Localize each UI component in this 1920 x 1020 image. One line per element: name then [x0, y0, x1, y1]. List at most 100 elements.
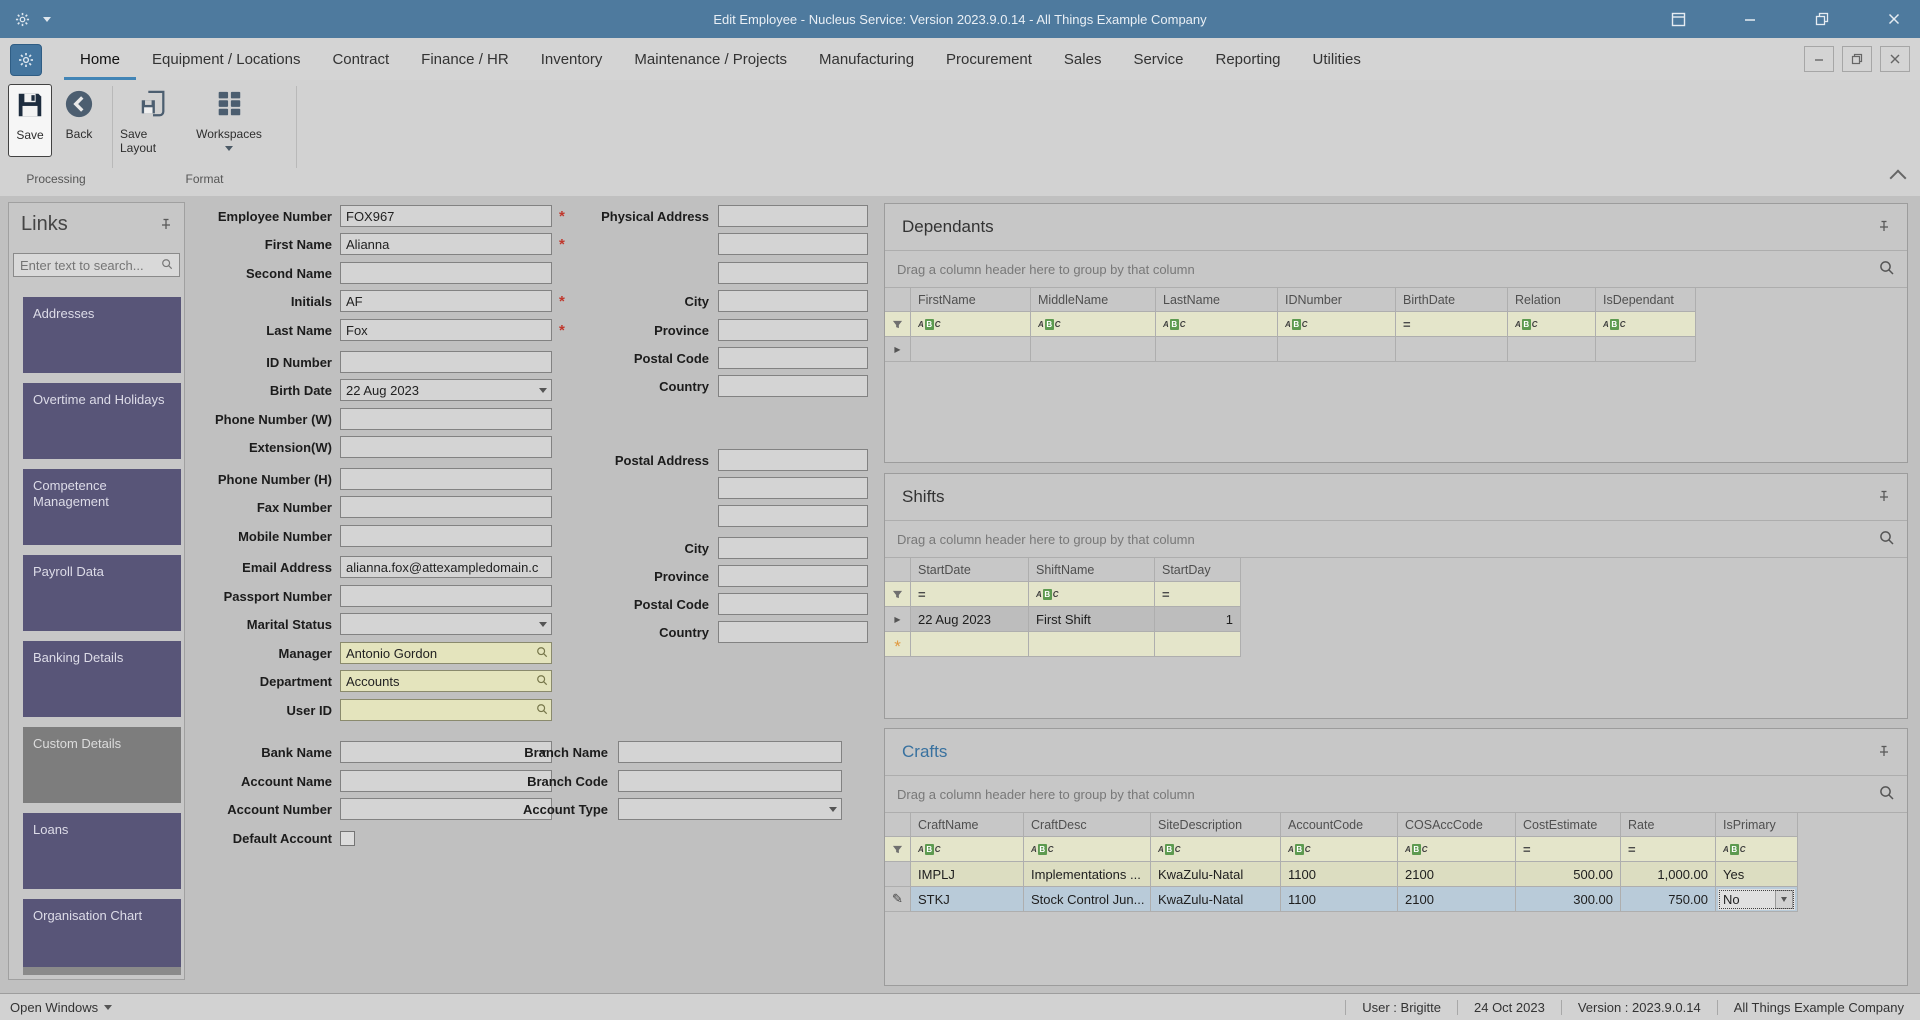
- sidebar-item-custom-details[interactable]: Custom Details: [23, 727, 181, 803]
- child-restore-icon[interactable]: [1842, 46, 1872, 72]
- chevron-down-icon[interactable]: [825, 800, 840, 818]
- pin-icon[interactable]: [1878, 217, 1890, 237]
- user-id-input[interactable]: [340, 699, 552, 721]
- sidebar-item-organisation-chart[interactable]: Organisation Chart: [23, 899, 181, 975]
- cell-craft-name[interactable]: STKJ: [911, 887, 1024, 912]
- account-type-input[interactable]: [618, 798, 842, 820]
- fax-number-input[interactable]: [340, 496, 552, 518]
- chevron-down-icon[interactable]: [1775, 889, 1793, 909]
- initials-input[interactable]: [340, 290, 552, 312]
- extension-w-input[interactable]: [340, 436, 552, 458]
- group-by-strip[interactable]: Drag a column header here to group by th…: [885, 251, 1907, 288]
- crafts-row-selected[interactable]: ✎ STKJ Stock Control Jun... KwaZulu-Nata…: [885, 887, 1907, 912]
- account-name-input[interactable]: [340, 770, 552, 792]
- account-number-input[interactable]: [340, 798, 552, 820]
- column-header[interactable]: FirstName: [911, 288, 1031, 312]
- cell-cos-acc-code[interactable]: 2100: [1398, 862, 1516, 887]
- column-header[interactable]: COSAccCode: [1398, 813, 1516, 837]
- is-primary-value[interactable]: No: [1723, 891, 1740, 907]
- shifts-new-row[interactable]: *: [885, 632, 1241, 657]
- tab-finance-hr[interactable]: Finance / HR: [421, 50, 509, 68]
- close-icon[interactable]: [1884, 9, 1904, 29]
- grid-search-icon[interactable]: [1879, 530, 1895, 549]
- child-close-icon[interactable]: [1880, 46, 1910, 72]
- column-header[interactable]: AccountCode: [1281, 813, 1398, 837]
- workspaces-button[interactable]: Workspaces: [190, 84, 268, 165]
- pin-icon[interactable]: [1878, 742, 1890, 762]
- column-header[interactable]: CostEstimate: [1516, 813, 1621, 837]
- tab-maintenance-projects[interactable]: Maintenance / Projects: [634, 50, 787, 68]
- filter-funnel-icon[interactable]: [885, 582, 911, 607]
- physical-country-input[interactable]: [718, 375, 868, 397]
- lookup-search-icon[interactable]: [536, 703, 548, 718]
- column-header[interactable]: LastName: [1156, 288, 1278, 312]
- tab-service[interactable]: Service: [1133, 50, 1184, 68]
- physical-city-input[interactable]: [718, 290, 868, 312]
- postal-address-3-input[interactable]: [718, 505, 868, 527]
- chevron-down-icon[interactable]: [535, 743, 550, 761]
- tab-inventory[interactable]: Inventory: [540, 50, 603, 68]
- phone-w-input[interactable]: [340, 408, 552, 430]
- collapse-ribbon-icon[interactable]: [1889, 169, 1907, 187]
- bank-name-input[interactable]: [340, 741, 552, 763]
- shifts-row[interactable]: ▶ 22 Aug 2023 First Shift 1: [885, 607, 1241, 632]
- tab-contract[interactable]: Contract: [332, 50, 390, 68]
- cell-account-code[interactable]: 1100: [1281, 862, 1398, 887]
- tab-procurement[interactable]: Procurement: [946, 50, 1032, 68]
- cell-start-date[interactable]: 22 Aug 2023: [911, 607, 1029, 632]
- physical-address-1-input[interactable]: [718, 205, 868, 227]
- tab-home[interactable]: Home: [64, 38, 137, 80]
- sidebar-item-competence-management[interactable]: Competence Management: [23, 469, 181, 545]
- column-header[interactable]: Rate: [1621, 813, 1716, 837]
- group-by-strip[interactable]: Drag a column header here to group by th…: [885, 776, 1907, 813]
- branch-name-input[interactable]: [618, 741, 842, 763]
- email-address-input[interactable]: [340, 556, 552, 578]
- cell-craft-desc[interactable]: Stock Control Jun...: [1024, 887, 1151, 912]
- second-name-input[interactable]: [340, 262, 552, 284]
- equals-filter-icon[interactable]: =: [1516, 837, 1621, 862]
- column-header[interactable]: CraftDesc: [1024, 813, 1151, 837]
- phone-h-input[interactable]: [340, 468, 552, 490]
- equals-filter-icon[interactable]: =: [1621, 837, 1716, 862]
- dependants-empty-row[interactable]: ▶: [885, 337, 1907, 362]
- column-header[interactable]: CraftName: [911, 813, 1024, 837]
- default-account-checkbox[interactable]: [340, 830, 355, 846]
- first-name-input[interactable]: [340, 233, 552, 255]
- cell-rate[interactable]: 750.00: [1621, 887, 1716, 912]
- chevron-down-icon[interactable]: [535, 381, 550, 399]
- birth-date-input[interactable]: [340, 379, 552, 401]
- grid-search-icon[interactable]: [1879, 785, 1895, 804]
- minimize-icon[interactable]: [1740, 9, 1760, 29]
- postal-city-input[interactable]: [718, 537, 868, 559]
- department-input[interactable]: [340, 670, 552, 692]
- cell-is-primary-editor[interactable]: No: [1716, 887, 1798, 912]
- column-header[interactable]: BirthDate: [1396, 288, 1508, 312]
- back-button[interactable]: Back: [58, 84, 100, 155]
- cell-cost-estimate[interactable]: 500.00: [1516, 862, 1621, 887]
- tab-manufacturing[interactable]: Manufacturing: [818, 50, 915, 68]
- postal-address-1-input[interactable]: [718, 449, 868, 471]
- dock-window-icon[interactable]: [1668, 9, 1688, 29]
- grid-search-icon[interactable]: [1879, 260, 1895, 279]
- cell-site-description[interactable]: KwaZulu-Natal: [1151, 862, 1281, 887]
- restore-icon[interactable]: [1812, 9, 1832, 29]
- physical-address-3-input[interactable]: [718, 262, 868, 284]
- column-header[interactable]: IsPrimary: [1716, 813, 1798, 837]
- sidebar-item-payroll-data[interactable]: Payroll Data: [23, 555, 181, 631]
- crafts-row[interactable]: IMPLJ Implementations ... KwaZulu-Natal …: [885, 862, 1907, 887]
- links-search-input[interactable]: [14, 257, 161, 273]
- cell-cos-acc-code[interactable]: 2100: [1398, 887, 1516, 912]
- pin-icon[interactable]: [160, 213, 172, 236]
- sidebar-item-loans[interactable]: Loans: [23, 813, 181, 889]
- sidebar-item-addresses[interactable]: Addresses: [23, 297, 181, 373]
- save-button[interactable]: Save: [8, 84, 52, 157]
- tab-equipment-locations[interactable]: Equipment / Locations: [152, 50, 301, 68]
